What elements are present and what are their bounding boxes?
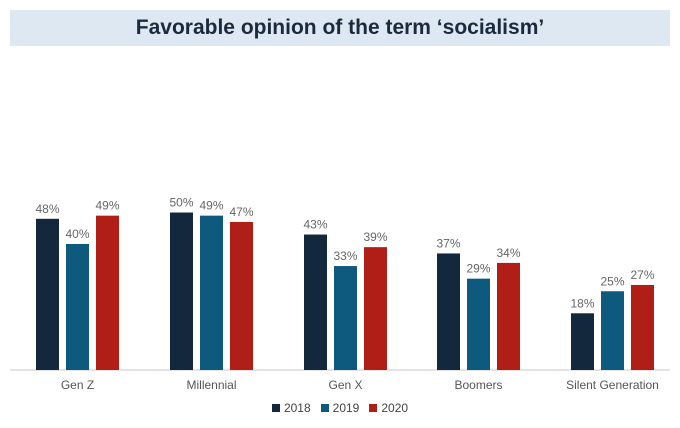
bar-millennial-2020 [230,221,253,370]
data-label: 25% [600,274,624,288]
chart-legend: 2018 2019 2020 [0,401,680,415]
data-label: 29% [466,262,490,276]
data-label: 27% [630,268,654,282]
category-tick-label: Gen Z [61,378,94,392]
legend-swatch [271,404,280,412]
data-label: 18% [570,296,594,310]
chart-title-bar: Favorable opinion of the term ‘socialism… [10,10,670,46]
bar-silent-generation-2019 [601,291,624,370]
bar-boomers-2020 [497,262,520,370]
category-tick-label: Boomers [454,378,502,392]
category-tick-label: Gen X [328,378,362,392]
data-label: 49% [199,199,223,213]
category-tick-label: Millennial [186,378,236,392]
bar-millennial-2018 [170,212,193,370]
data-label: 48% [35,202,59,216]
data-label: 49% [95,199,119,213]
legend-item-2019: 2019 [320,401,360,415]
legend-swatch [320,404,329,412]
bar-silent-generation-2018 [571,313,594,370]
bar-silent-generation-2020 [631,284,654,370]
data-label: 37% [436,236,460,250]
legend-item-2018: 2018 [271,401,311,415]
bar-gen-x-2020 [364,247,387,370]
data-label: 50% [169,196,193,210]
data-label: 47% [229,205,253,219]
legend-label: 2020 [381,401,409,415]
bar-boomers-2018 [437,253,460,370]
bar-gen-z-2020 [96,215,119,370]
data-label: 39% [363,230,387,244]
data-label: 34% [496,246,520,260]
bar-gen-z-2019 [66,244,89,370]
data-label: 43% [303,218,327,232]
legend-item-2020: 2020 [369,401,408,415]
data-label: 40% [65,227,89,241]
category-tick-label: Silent Generation [566,378,659,392]
legend-swatch [369,404,378,412]
legend-label: 2019 [332,401,360,415]
bar-gen-x-2018 [304,234,327,370]
legend-label: 2018 [283,401,311,415]
bar-gen-x-2019 [334,266,357,370]
bar-millennial-2019 [200,215,223,370]
data-label: 33% [333,249,357,263]
bar-boomers-2019 [467,278,490,370]
bar-gen-z-2018 [36,218,59,370]
chart-title: Favorable opinion of the term ‘socialism… [135,16,545,39]
